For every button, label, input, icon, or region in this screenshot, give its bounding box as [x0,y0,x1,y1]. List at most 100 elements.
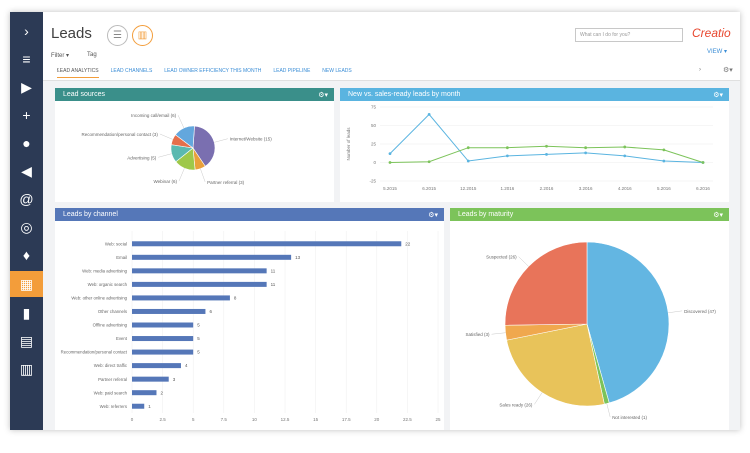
building-icon[interactable]: ▮ [22,304,31,321]
line-ytick-label: 75 [371,105,377,110]
line-xtick-label: 5.2016 [657,186,671,191]
page-title: Leads [51,25,92,42]
line-point [662,148,666,152]
sidebar: › ≡ ▶ + ● ◀ @ ◎ ♦ ▦ ▮ ▤ ▥ [10,12,43,430]
tabs-divider [43,80,740,81]
at-icon[interactable]: @ [19,191,34,207]
line-point [505,146,509,150]
target-icon[interactable]: ◎ [20,218,33,235]
lead-sources-panel: Lead sources ⚙▾ Internet/Website (15) Par… [55,88,334,202]
menu-icon[interactable]: ≡ [22,51,31,67]
bar-xtick-label: 0 [131,417,134,422]
maturity-leader-line [518,256,529,267]
play-icon[interactable]: ▶ [21,78,32,95]
lead-sources-label: Partner referral (3) [207,180,245,185]
line-point [701,161,705,164]
bar-xtick-label: 25 [435,417,441,422]
lead-sources-leader-line [200,168,206,182]
tabs-settings-gear-icon[interactable]: ⚙▾ [723,67,733,74]
bar-xtick-label: 5 [192,417,195,422]
tabs-right-arrow-icon[interactable]: › [699,67,701,73]
megaphone-icon[interactable]: ◀ [21,162,32,179]
line-point [623,145,627,149]
line-point [662,159,666,163]
lead-sources-chart: Internet/Website (15) Partner referral (3… [82,113,273,185]
bar-category-label: Web: other online advertising [71,296,127,301]
tab-new-leads[interactable]: NEW LEADS [322,68,352,74]
leads-by-maturity-panel-title: Leads by maturity [450,208,729,221]
maturity-leader-line [668,310,683,313]
line-xtick-label: 6.2015 [422,186,436,191]
bar-category-label: Web: media advertising [82,268,127,273]
bar-value-label: 3 [173,377,176,382]
tabs-left-arrow-icon[interactable]: ‹ [57,67,59,73]
lead-sources-label: Webinar (6) [154,179,178,184]
calendar-icon[interactable]: ▤ [19,332,34,349]
bar-category-label: Web: paid search [94,390,128,395]
maturity-gear-icon[interactable]: ⚙▾ [713,212,723,219]
maturity-slice [504,241,588,326]
lead-sources-label: Advertising (5) [127,155,157,160]
leads-by-maturity-chart: Discovered (47) Not interested (1) Sales r… [466,241,716,420]
maturity-label: Sales ready (26) [499,402,533,407]
line-point [388,161,392,164]
lead-sources-gear-icon[interactable]: ⚙▾ [318,92,328,99]
line-xtick-label: 1.2016 [500,186,514,191]
view-button[interactable]: VIEW ▾ [707,49,728,55]
bar-value-label: 5 [197,350,200,355]
line-point [427,160,431,164]
bar [132,403,145,409]
tab-lead-owner-efficiency[interactable]: LEAD OWNER EFFICIENCY THIS MONTH [164,68,262,74]
lead-sources-panel-title: Lead sources [55,88,334,101]
plus-icon[interactable]: + [22,107,31,123]
bar-xtick-label: 7.5 [221,417,228,422]
chevron-right-icon[interactable]: › [24,23,29,39]
bar [132,363,181,369]
lead-sources-leader-line [214,138,228,143]
bar [132,376,169,382]
lead-sources-leader-line [178,168,185,182]
line-chart-gear-icon[interactable]: ⚙▾ [713,92,723,99]
line-xtick-label: 6.2016 [696,186,710,191]
dashboard-tabs: LEAD ANALYTICS LEAD CHANNELS LEAD OWNER … [57,68,364,78]
bar [132,322,194,328]
tab-lead-pipeline[interactable]: LEAD PIPELINE [273,68,311,74]
line-ytick-label: 50 [371,123,377,128]
new-vs-sales-ready-chart: 75 50 25 0 -25 Number of leads 5.2015 6.2015 12.… [346,105,713,191]
bar-category-label: Other channels [98,309,127,314]
person-icon[interactable]: ● [22,135,31,151]
bar-xtick-label: 22.5 [403,417,412,422]
line-point [466,146,470,150]
search-input[interactable]: What can I do for you? [575,28,683,42]
tag-button[interactable]: Tag [87,52,97,58]
line-point [545,152,548,156]
bar-value-label: 5 [197,323,200,328]
bar-category-label: Partner referral [98,377,127,382]
bar-chart-icon[interactable]: ▥ [19,360,34,377]
app-window: › ≡ ▶ + ● ◀ @ ◎ ♦ ▦ ▮ ▤ ▥ Leads ☰ ▥ What… [10,12,740,430]
leads-by-channel-panel-title: Leads by channel [55,208,444,221]
list-view-icon[interactable]: ☰ [107,25,128,46]
maturity-label: Not interested (1) [612,415,647,420]
bar [132,281,267,287]
analytics-view-icon[interactable]: ▥ [132,25,153,46]
leads-icon[interactable]: ▦ [10,271,43,297]
line-xtick-label: 2.2016 [540,186,554,191]
maturity-slice [506,323,605,407]
new-vs-sales-ready-panel: New vs. sales-ready leads by month ⚙▾ 75… [340,88,729,202]
channel-gear-icon[interactable]: ⚙▾ [428,212,438,219]
lightbulb-icon[interactable]: ♦ [22,247,31,263]
bar-category-label: Recommendation/personal contact [61,350,128,355]
bar-xtick-label: 10 [252,417,258,422]
line-point [505,154,509,158]
line-ylabel: Number of leads [346,127,351,161]
bar [132,268,267,274]
tab-lead-channels[interactable]: LEAD CHANNELS [110,68,153,74]
tab-lead-analytics[interactable]: LEAD ANALYTICS [57,68,99,78]
filter-button[interactable]: Filter ▾ [51,53,70,59]
bar-xtick-label: 2.5 [159,417,166,422]
bar-value-label: 13 [295,255,301,260]
leads-by-maturity-panel: Leads by maturity ⚙▾ Discovered (47) Not … [450,208,729,430]
bar-xtick-label: 12.5 [281,417,290,422]
